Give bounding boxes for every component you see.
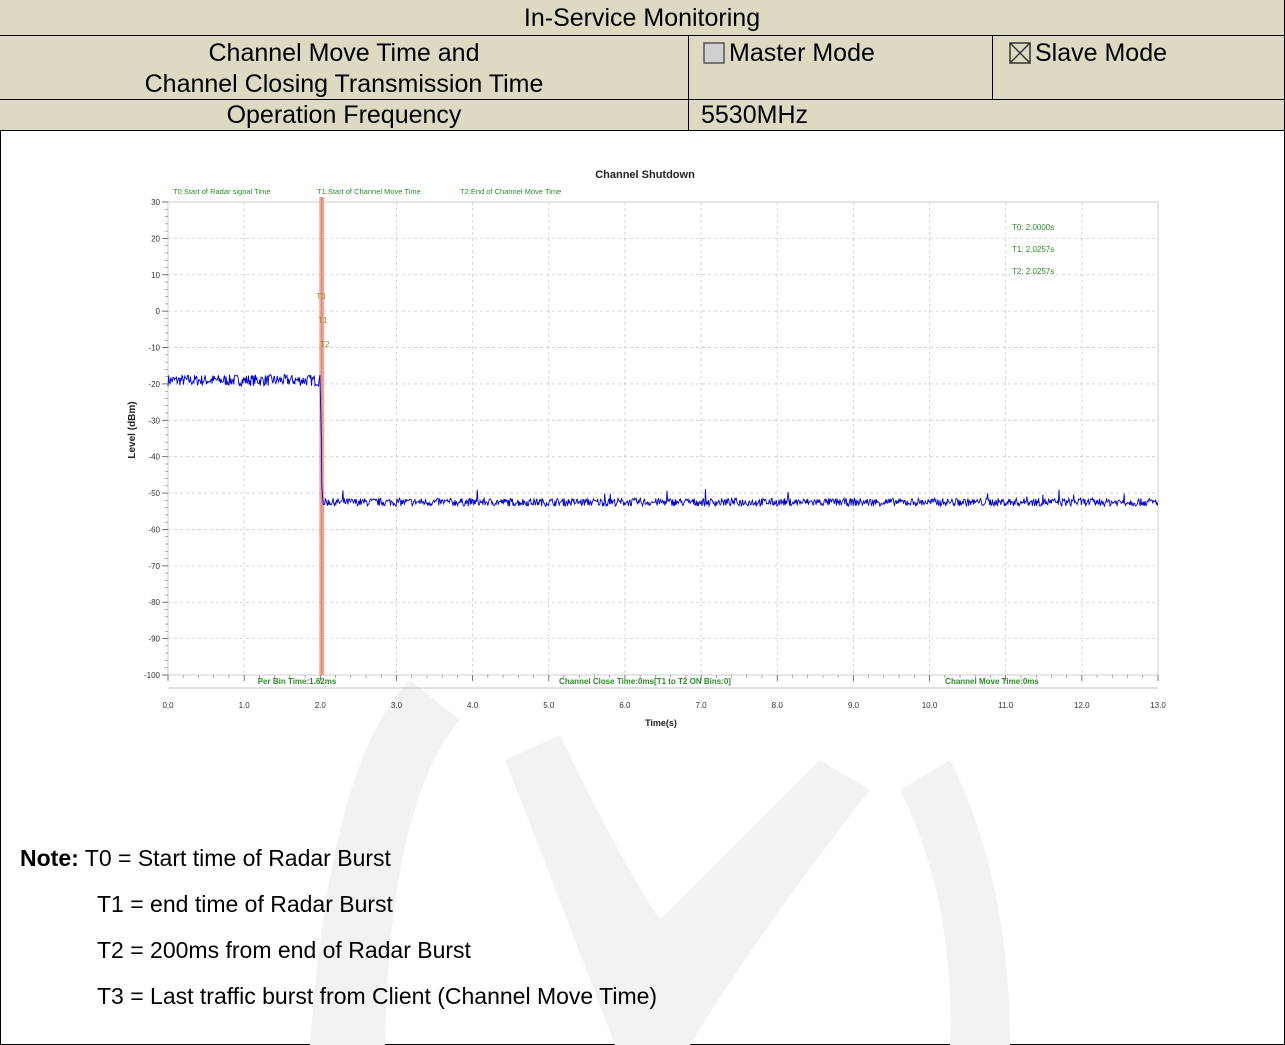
bottom-label: Per Bin Time:1.62ms <box>258 677 337 686</box>
y-axis-label: Level (dBm) <box>127 401 138 458</box>
note-t3-text: T3 = Last traffic burst from Client (Cha… <box>97 983 658 1009</box>
test-item-cell: Channel Move Time and Channel Closing Tr… <box>0 36 689 100</box>
y-tick-label: 20 <box>151 234 160 243</box>
note-t2: T2 = 200ms from end of Radar Burst <box>97 937 471 964</box>
note-t1: T1 = end time of Radar Burst <box>97 891 393 918</box>
note-t0-text: T0 = Start time of Radar Burst <box>84 845 391 871</box>
master-mode-checkbox-icon[interactable] <box>703 42 725 64</box>
plot-area <box>167 201 1159 676</box>
y-tick-label: -50 <box>148 489 160 498</box>
title-cell: In-Service Monitoring <box>0 0 1285 36</box>
y-tick-label: -30 <box>148 416 160 425</box>
y-tick-label: -70 <box>148 562 160 571</box>
note-prefix: Note: <box>20 845 79 871</box>
freq-label: Operation Frequency <box>226 101 462 129</box>
y-tick-label: -60 <box>148 525 160 534</box>
marker-label: T2 <box>320 340 330 349</box>
note-t1-text: T1 = end time of Radar Burst <box>97 891 393 917</box>
y-tick-label: -90 <box>148 635 160 644</box>
y-tick-label: -100 <box>144 671 161 680</box>
bottom-label: Channel Close Time:0ms[T1 to T2 ON Bins:… <box>559 677 731 686</box>
marker-label: T1 <box>318 316 328 325</box>
x-tick-label: 3.0 <box>391 701 403 710</box>
freq-value-cell: 5530MHz <box>689 100 1285 131</box>
y-tick-label: 0 <box>156 307 161 316</box>
y-tick-label: -40 <box>148 453 160 462</box>
top-label: T2:End of Channel Move Time <box>460 187 561 196</box>
x-tick-label: 9.0 <box>848 701 860 710</box>
marker-label: T0 <box>316 292 326 301</box>
y-tick-label: 10 <box>151 271 160 280</box>
x-tick-label: 6.0 <box>619 701 631 710</box>
chart-title: Channel Shutdown <box>595 169 695 181</box>
y-tick-label: -20 <box>148 380 160 389</box>
freq-label-cell: Operation Frequency <box>0 100 689 131</box>
section-title: In-Service Monitoring <box>523 4 761 32</box>
slave-mode-cell[interactable]: Slave Mode <box>993 36 1285 100</box>
note-t0: Note: T0 = Start time of Radar Burst <box>20 845 391 872</box>
y-tick-label: -80 <box>148 598 160 607</box>
note-t2-text: T2 = 200ms from end of Radar Burst <box>97 937 471 963</box>
note-t3: T3 = Last traffic burst from Client (Cha… <box>97 983 657 1010</box>
slave-mode-label: Slave Mode <box>1035 39 1168 67</box>
freq-value: 5530MHz <box>701 101 808 129</box>
channel-shutdown-chart: Channel Shutdown Level (dBm) Time(s) 0.0… <box>127 169 1166 728</box>
y-tick-label: -10 <box>148 344 160 353</box>
x-axis-label: Time(s) <box>645 718 677 728</box>
bottom-label: Channel Move Time:0ms <box>945 677 1039 686</box>
master-mode-cell[interactable]: Master Mode <box>689 36 993 100</box>
x-tick-label: 7.0 <box>696 701 708 710</box>
signal-trace <box>167 373 1159 508</box>
test-item-line2: Channel Closing Transmission Time <box>144 70 544 98</box>
x-tick-label: 4.0 <box>467 701 479 710</box>
y-tick-label: 30 <box>151 198 160 207</box>
slave-mode-checkbox-icon[interactable] <box>1009 42 1031 64</box>
x-tick-label: 8.0 <box>772 701 784 710</box>
x-tick-label: 1.0 <box>239 701 251 710</box>
top-label: T0:Start of Radar signal Time <box>173 187 271 196</box>
readout-label: T1: 2.0257s <box>1012 245 1054 254</box>
x-tick-label: 12.0 <box>1074 701 1090 710</box>
x-tick-label: 5.0 <box>543 701 555 710</box>
x-tick-label: 11.0 <box>998 701 1014 710</box>
x-tick-label: 2.0 <box>315 701 327 710</box>
readout-label: T0: 2.0000s <box>1012 223 1054 232</box>
top-label: T1:Start of Channel Move Time <box>317 187 421 196</box>
readout-label: T2: 2.0257s <box>1012 267 1054 276</box>
x-tick-label: 13.0 <box>1150 701 1166 710</box>
master-mode-label: Master Mode <box>729 39 875 67</box>
test-item-line1: Channel Move Time and <box>208 39 480 67</box>
x-tick-label: 0.0 <box>162 701 174 710</box>
x-tick-label: 10.0 <box>922 701 938 710</box>
